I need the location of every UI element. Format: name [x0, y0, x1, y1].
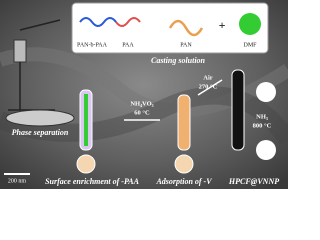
fiber-core: [84, 94, 88, 146]
caption: Surface enrichment of -PAA: [45, 177, 140, 186]
cross-section: [256, 82, 276, 102]
caption: HPCF@VNNP: [228, 177, 279, 186]
cross-section: [76, 154, 96, 174]
polymer-chain: [115, 17, 141, 27]
step-label: Phase separation: [12, 128, 69, 137]
fiber: [177, 94, 191, 151]
fiber: [231, 69, 245, 151]
pan-chain: [168, 19, 204, 37]
step-label: NH₃: [256, 113, 268, 120]
dmf-blob: [239, 13, 261, 35]
label: PAA: [122, 42, 134, 48]
diagram: PAN-b-PAA PAA PAN + DMF Casting solution…: [0, 0, 296, 189]
texture: [0, 86, 296, 146]
step-label: 60 °C: [134, 109, 150, 116]
step-label: 270 °C: [199, 83, 218, 90]
label: DMF: [243, 42, 257, 48]
syringe: [13, 39, 27, 63]
step-label: 800 °C: [253, 122, 272, 129]
cross-section: [174, 154, 194, 174]
label: PAN-b-PAA: [77, 42, 108, 48]
label: PAN: [180, 42, 192, 48]
caption: Adsorption of -V: [155, 177, 212, 186]
arrow: [197, 79, 223, 96]
panel-title: Casting solution: [151, 56, 206, 65]
step-label: NH₄VO₃: [130, 100, 153, 107]
step-label: Air: [203, 74, 213, 81]
polymer-chain: [79, 17, 117, 27]
bath: [5, 109, 75, 127]
texture: [0, 47, 292, 118]
plus: +: [219, 18, 226, 32]
cross-section: [256, 140, 276, 160]
scale-bar-label: 200 nm: [8, 178, 27, 184]
